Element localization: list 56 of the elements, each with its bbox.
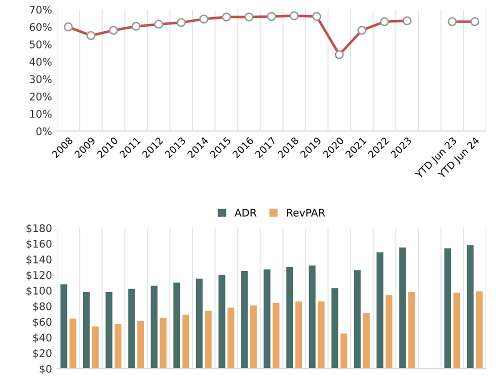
- y-tick-label: $100: [26, 286, 52, 296]
- bar: [363, 313, 370, 369]
- bar: [340, 333, 348, 369]
- y-tick-label: 40%: [30, 58, 52, 66]
- bar: [196, 278, 203, 369]
- bar: [204, 310, 212, 369]
- bar: [114, 324, 122, 369]
- bar: [295, 301, 302, 369]
- y-tick-label: $160: [26, 240, 52, 250]
- y-tick-label: 60%: [30, 23, 52, 31]
- y-tick-label: $20: [33, 349, 52, 358]
- y-tick-label: 20%: [30, 92, 52, 100]
- bar: [83, 292, 90, 369]
- bar: [264, 269, 270, 369]
- bar: [218, 274, 226, 369]
- y-tick-label: 10%: [30, 110, 52, 118]
- bar: [128, 288, 135, 369]
- bar: [476, 291, 483, 369]
- bar: [173, 282, 180, 369]
- y-tick-label: 50%: [30, 40, 52, 48]
- bar: [92, 326, 99, 369]
- bar: [399, 248, 406, 369]
- y-tick-label: $60: [33, 318, 52, 328]
- y-tick-label: $80: [33, 302, 52, 312]
- y-tick-label: $40: [33, 333, 52, 343]
- y-tick-label: $180: [26, 224, 52, 234]
- bar: [318, 301, 325, 369]
- bar: [466, 245, 474, 369]
- bar: [272, 302, 280, 369]
- bar: [69, 318, 76, 369]
- bar: [150, 286, 158, 369]
- bar: [228, 308, 234, 369]
- bar: [386, 295, 392, 369]
- bar: [286, 267, 294, 369]
- y-tick-label: $0: [40, 364, 52, 374]
- legend-label: RevPAR: [287, 208, 326, 217]
- bar: [106, 292, 112, 369]
- y-tick-label: 30%: [30, 75, 52, 84]
- y-tick-label: $140: [26, 255, 52, 265]
- y-tick-label: 70%: [30, 6, 52, 14]
- bar: [354, 270, 361, 369]
- y-tick-label: 0%: [36, 127, 52, 136]
- bar: [60, 284, 68, 369]
- bar: [376, 252, 384, 369]
- bar: [250, 305, 257, 369]
- bar: [408, 292, 415, 369]
- bar: [182, 314, 190, 369]
- bar: [453, 292, 460, 369]
- bar: [444, 248, 452, 369]
- bar: [160, 318, 167, 369]
- bar: [308, 265, 316, 369]
- bar: [241, 270, 248, 369]
- legend-label: ADR: [234, 208, 257, 216]
- y-tick-label: $120: [26, 270, 52, 280]
- bar: [331, 288, 338, 369]
- bar: [137, 320, 144, 369]
